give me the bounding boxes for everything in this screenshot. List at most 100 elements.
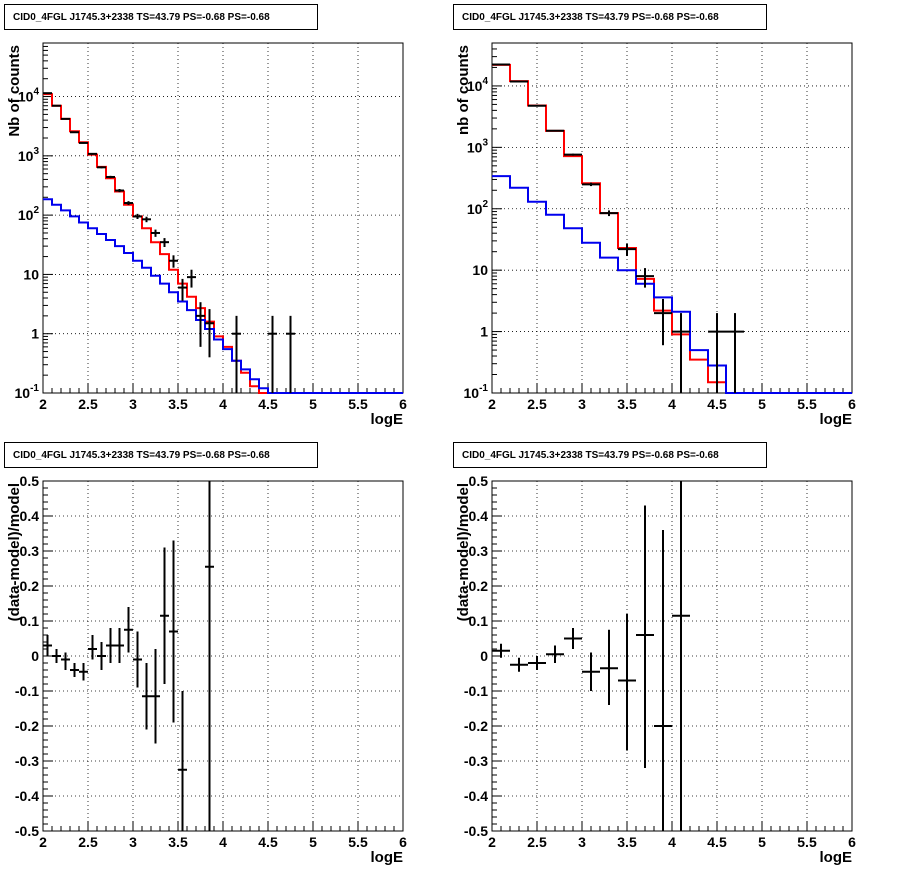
y-tick-label: 0.1 — [20, 613, 40, 629]
data-point — [142, 216, 151, 223]
x-tick-label: 2 — [39, 396, 47, 412]
y-tick-label: 0.4 — [469, 508, 489, 524]
y-axis-label: nb of counts — [455, 45, 472, 135]
y-tick-label: 1 — [31, 326, 39, 342]
x-tick-label: 4 — [668, 834, 676, 850]
y-tick-label: 10-1 — [464, 383, 489, 401]
data-point — [61, 652, 70, 670]
data-point — [106, 628, 115, 663]
x-tick-label: 4.5 — [258, 396, 278, 412]
x-tick-label: 4.5 — [258, 834, 278, 850]
chart-title-bottom-right: CID0_4FGL J1745.3+2338 TS=43.79 PS=-0.68… — [453, 442, 767, 468]
y-tick-label: 0.2 — [469, 578, 489, 594]
data-point — [124, 607, 133, 653]
chart-title-bottom-left: CID0_4FGL J1745.3+2338 TS=43.79 PS=-0.68… — [4, 442, 318, 468]
x-tick-label: 6 — [848, 834, 856, 850]
data-point — [52, 649, 61, 663]
x-tick-label: 2 — [488, 396, 496, 412]
data-point — [169, 255, 178, 268]
x-tick-label: 5 — [309, 396, 317, 412]
y-axis-label: (data-model)/model — [6, 483, 23, 621]
x-tick-label: 4.5 — [707, 396, 727, 412]
data-point — [672, 481, 690, 831]
data-point — [97, 166, 106, 169]
data-point — [528, 104, 546, 107]
x-tick-label: 3.5 — [617, 834, 637, 850]
x-tick-label: 6 — [848, 396, 856, 412]
data-point — [196, 302, 205, 347]
data-point — [546, 129, 564, 132]
data-point — [510, 657, 528, 672]
data-point — [142, 663, 151, 730]
y-tick-label: 104 — [467, 76, 489, 94]
data-point — [97, 642, 106, 670]
data-point — [636, 268, 654, 288]
y-tick-label: 10 — [23, 266, 39, 282]
x-tick-label: 2.5 — [527, 834, 547, 850]
x-tick-label: 5.5 — [797, 834, 817, 850]
data-point — [178, 691, 187, 831]
data-point — [582, 652, 600, 691]
data-point — [600, 629, 618, 705]
x-tick-label: 5.5 — [348, 834, 368, 850]
data-point — [582, 182, 600, 187]
x-tick-label: 2.5 — [527, 396, 547, 412]
y-tick-label: 0.1 — [469, 613, 489, 629]
y-tick-label: 0.2 — [20, 578, 40, 594]
x-tick-label: 4 — [219, 396, 227, 412]
x-tick-label: 2.5 — [78, 396, 98, 412]
data-point — [70, 131, 79, 134]
data-point — [70, 663, 79, 677]
panel-0: 2 2.5 3 3.5 4 4.5 5 5.5 6 10-1 1 10 102 103 104 logE Nb … — [6, 42, 407, 428]
x-tick-label: 3 — [578, 396, 586, 412]
x-tick-label: 3.5 — [168, 396, 188, 412]
y-tick-label: -0.3 — [464, 753, 488, 769]
y-tick-label: 103 — [18, 146, 40, 164]
data-point — [286, 315, 295, 393]
data-point — [160, 547, 169, 684]
panel-2: 2 2.5 3 3.5 4 4.5 5 5.5 6 -0.5 -0.4 -0.3 -0.2 -0.1 0 0.… — [6, 473, 407, 866]
x-tick-label: 3 — [129, 834, 137, 850]
chart-title-top-left: CID0_4FGL J1745.3+2338 TS=43.79 PS=-0.68… — [4, 4, 318, 30]
data-point — [268, 315, 277, 393]
data-point — [52, 104, 61, 107]
data-point — [205, 309, 214, 358]
data-point — [43, 635, 52, 656]
x-tick-label: 5.5 — [797, 396, 817, 412]
x-tick-label: 6 — [399, 396, 407, 412]
x-axis-label: logE — [371, 411, 404, 428]
y-tick-label: 0.3 — [20, 543, 40, 559]
x-tick-label: 4 — [668, 396, 676, 412]
x-tick-label: 3 — [129, 396, 137, 412]
x-tick-label: 3.5 — [168, 834, 188, 850]
y-tick-label: 0 — [31, 648, 39, 664]
data-point — [232, 315, 241, 393]
data-point — [79, 141, 88, 144]
x-tick-label: 3 — [578, 834, 586, 850]
data-point — [564, 153, 582, 156]
y-tick-label: 0.3 — [469, 543, 489, 559]
data-point — [546, 645, 564, 663]
x-axis-label: logE — [820, 411, 853, 428]
y-tick-label: -0.4 — [15, 788, 39, 804]
data-point — [79, 663, 88, 681]
data-point — [124, 201, 133, 206]
y-tick-label: 10-1 — [15, 383, 40, 401]
y-tick-label: 102 — [467, 199, 489, 217]
y-tick-label: 0.4 — [20, 508, 40, 524]
x-tick-label: 5 — [758, 834, 766, 850]
y-axis-label: Nb of counts — [6, 45, 23, 137]
data-point — [115, 188, 124, 193]
data-point — [618, 243, 636, 257]
data-point — [151, 229, 160, 237]
data-point — [654, 530, 672, 831]
x-tick-label: 3.5 — [617, 396, 637, 412]
data-point — [169, 540, 178, 723]
source-model-histogram — [43, 198, 403, 394]
data-point — [654, 298, 672, 346]
data-point — [528, 656, 546, 670]
data-point — [88, 152, 97, 155]
x-tick-label: 5 — [309, 834, 317, 850]
y-tick-label: 1 — [480, 324, 488, 340]
